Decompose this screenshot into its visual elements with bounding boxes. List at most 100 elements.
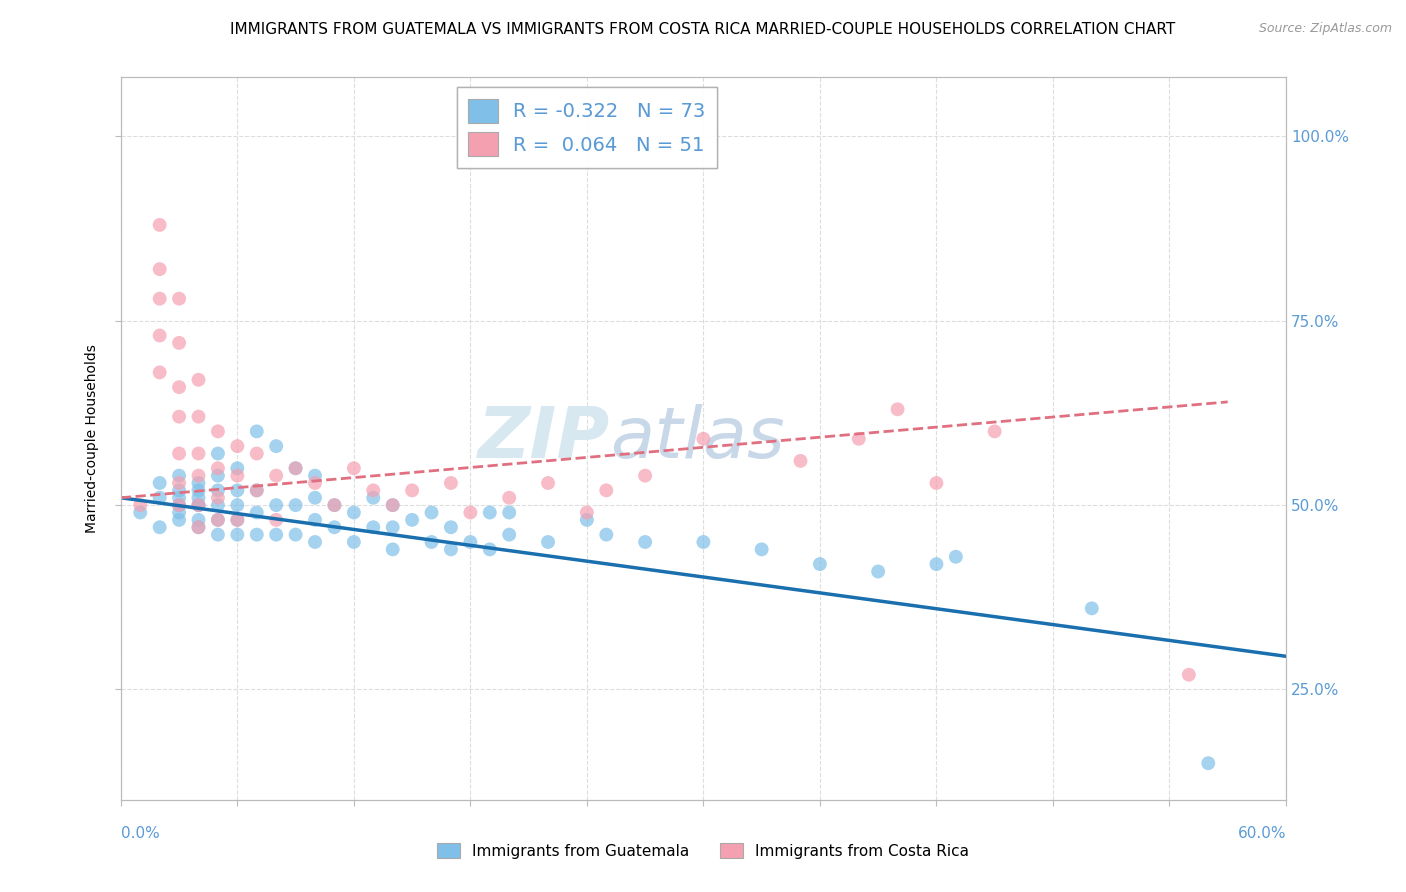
Point [789, 454, 811, 468]
Text: 60.0%: 60.0% [1237, 826, 1286, 840]
Point [478, 542, 501, 557]
Point [149, 365, 172, 379]
Point [440, 475, 463, 490]
Point [226, 527, 249, 541]
Point [361, 491, 384, 505]
Point [401, 513, 423, 527]
Text: 0.0%: 0.0% [121, 826, 159, 840]
Point [498, 506, 520, 520]
Point [207, 498, 229, 512]
Point [246, 483, 269, 498]
Point [401, 483, 423, 498]
Point [983, 425, 1005, 439]
Point [575, 506, 598, 520]
Point [226, 513, 249, 527]
Point [167, 468, 190, 483]
Point [246, 446, 269, 460]
Point [167, 475, 190, 490]
Point [925, 557, 948, 571]
Point [246, 483, 269, 498]
Point [187, 409, 209, 424]
Point [187, 483, 209, 498]
Point [149, 292, 172, 306]
Point [167, 446, 190, 460]
Point [575, 513, 598, 527]
Point [284, 527, 307, 541]
Point [226, 439, 249, 453]
Point [264, 468, 287, 483]
Point [187, 498, 209, 512]
Point [246, 506, 269, 520]
Text: atlas: atlas [610, 404, 785, 474]
Point [149, 475, 172, 490]
Text: IMMIGRANTS FROM GUATEMALA VS IMMIGRANTS FROM COSTA RICA MARRIED-COUPLE HOUSEHOLD: IMMIGRANTS FROM GUATEMALA VS IMMIGRANTS … [231, 22, 1175, 37]
Point [420, 506, 443, 520]
Point [478, 506, 501, 520]
Point [460, 535, 482, 549]
Point [167, 335, 190, 350]
Point [343, 535, 366, 549]
Point [264, 498, 287, 512]
Point [323, 520, 346, 534]
Point [187, 520, 209, 534]
Point [381, 542, 404, 557]
Point [149, 218, 172, 232]
Point [595, 527, 617, 541]
Point [167, 498, 190, 512]
Point [207, 425, 229, 439]
Point [167, 506, 190, 520]
Point [264, 439, 287, 453]
Point [634, 468, 657, 483]
Point [304, 475, 326, 490]
Point [381, 498, 404, 512]
Point [343, 506, 366, 520]
Point [284, 461, 307, 475]
Point [187, 513, 209, 527]
Point [207, 527, 229, 541]
Text: Source: ZipAtlas.com: Source: ZipAtlas.com [1258, 22, 1392, 36]
Y-axis label: Married-couple Households: Married-couple Households [86, 344, 100, 533]
Point [149, 262, 172, 277]
Point [1197, 756, 1219, 771]
Point [1081, 601, 1104, 615]
Point [207, 446, 229, 460]
Point [304, 513, 326, 527]
Point [381, 520, 404, 534]
Point [226, 468, 249, 483]
Point [226, 461, 249, 475]
Point [323, 498, 346, 512]
Point [246, 527, 269, 541]
Point [595, 483, 617, 498]
Point [886, 402, 908, 417]
Point [498, 527, 520, 541]
Point [868, 565, 890, 579]
Point [149, 328, 172, 343]
Point [207, 513, 229, 527]
Point [751, 542, 773, 557]
Point [187, 498, 209, 512]
Point [284, 498, 307, 512]
Point [440, 542, 463, 557]
Point [304, 535, 326, 549]
Point [420, 535, 443, 549]
Point [692, 535, 714, 549]
Point [323, 498, 346, 512]
Point [149, 520, 172, 534]
Point [167, 491, 190, 505]
Point [167, 483, 190, 498]
Text: ZIP: ZIP [478, 404, 610, 474]
Legend: R = -0.322   N = 73, R =  0.064   N = 51: R = -0.322 N = 73, R = 0.064 N = 51 [457, 87, 717, 168]
Point [692, 432, 714, 446]
Point [167, 380, 190, 394]
Point [808, 557, 831, 571]
Point [1178, 667, 1201, 681]
Point [537, 535, 560, 549]
Point [226, 483, 249, 498]
Point [129, 498, 152, 512]
Point [226, 513, 249, 527]
Point [207, 461, 229, 475]
Point [187, 498, 209, 512]
Point [634, 535, 657, 549]
Point [361, 520, 384, 534]
Point [187, 520, 209, 534]
